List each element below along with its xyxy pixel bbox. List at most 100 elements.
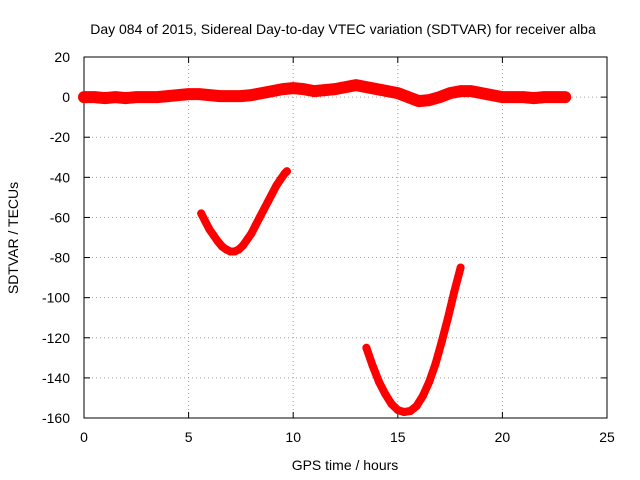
data-point [466,86,476,97]
grid [84,57,607,418]
data-point [215,91,225,102]
data-point [456,263,465,272]
data-point [392,88,403,99]
data-point [251,221,260,230]
data-point [79,92,89,103]
x-tick-label: 20 [495,429,511,445]
data-point [277,84,288,95]
data-point [319,85,330,96]
data-point [425,377,434,386]
data-point [89,92,100,103]
data-point [99,93,110,104]
data-point [259,205,268,214]
data-point [239,241,247,250]
y-tick-label: -160 [42,410,70,426]
data-point [418,391,427,400]
data-point [183,89,194,100]
data-point [507,92,518,103]
data-point [131,92,142,103]
data-point [256,88,267,99]
data-point [387,400,396,408]
y-tick-label: -60 [50,209,70,225]
x-tick-label: 10 [285,429,301,445]
data-point [330,84,340,95]
data-point [110,92,121,103]
data-point [406,407,415,415]
data-point [197,209,206,218]
x-tick-label: 0 [80,429,88,445]
data-point [518,92,529,103]
data-point [194,89,205,100]
data-point [225,91,236,102]
data-point [264,197,273,206]
data-point [361,82,372,93]
data-point [282,167,291,176]
data-point [368,361,377,370]
y-tick-label: -80 [50,250,70,266]
data-point [267,86,278,97]
data-point [437,337,446,346]
axis-ticks: 20 0 -20 -40 -60 -80 -100 -120 -140 -160 0 5 10 15 20 2… [42,49,615,445]
data-point [403,92,414,103]
data-point [276,175,285,184]
data-point [268,189,277,198]
data-point [445,88,456,99]
data-point [209,231,218,240]
data-point [393,406,402,414]
data-point [486,90,497,101]
plot-frame [83,56,608,419]
y-tick-label: -20 [50,129,70,145]
data-point [340,82,351,93]
data-point [351,80,361,91]
data-point [243,235,252,244]
data-point [201,217,210,226]
data-point [152,92,163,103]
data-point [362,343,371,352]
data-point [120,93,131,104]
data-point [412,402,421,410]
data-series [78,79,572,416]
data-point [497,92,508,103]
x-tick-label: 5 [185,429,193,445]
data-point [288,83,299,94]
y-tick-label: 0 [62,89,70,105]
x-tick-label: 15 [390,429,406,445]
data-point [375,377,383,386]
chart-title: Day 084 of 2015, Sidereal Day-to-day VTE… [90,21,596,37]
data-point [434,92,445,103]
y-axis-label: SDTVAR / TECUs [5,182,21,294]
x-axis-label: GPS time / hours [292,457,399,473]
data-point [173,90,184,101]
y-tick-label: -120 [42,330,70,346]
data-point [539,92,550,103]
data-point [528,93,539,104]
data-point [431,359,440,368]
y-tick-label: 20 [54,49,70,65]
data-point [424,95,435,106]
data-point [272,181,281,190]
y-tick-label: -100 [42,290,70,306]
data-point [141,92,152,103]
data-point [162,91,173,102]
data-point [560,92,571,103]
data-point [205,225,214,234]
x-tick-label: 25 [599,429,615,445]
data-point [444,313,452,322]
data-point [246,90,257,101]
data-point [413,96,424,107]
series-arc-2 [362,263,465,416]
y-tick-label: -140 [42,370,70,386]
data-point [400,408,409,416]
data-point [549,92,560,103]
y-tick-label: -40 [50,169,70,185]
data-point [476,88,487,99]
data-point [382,86,393,97]
data-point [247,229,256,238]
data-point [450,287,459,296]
data-point [381,389,390,398]
data-point [255,213,264,222]
data-point [371,84,382,95]
data-point [309,86,320,97]
data-point [455,86,466,97]
